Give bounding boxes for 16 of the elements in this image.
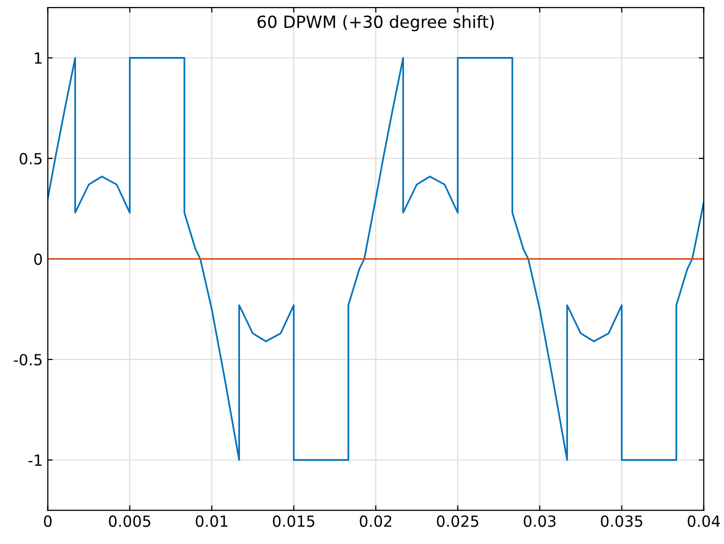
y-tick-label: -1 [28,454,42,466]
x-tick-label: 0.035 [600,515,642,527]
x-tick-label: 0.01 [196,515,228,527]
y-tick-label: 0.5 [20,152,42,164]
y-tick-label: 0 [34,253,42,265]
line-series [48,57,704,461]
x-tick-label: 0.015 [272,515,314,527]
y-tick-label: -0.5 [14,354,42,366]
x-tick-label: 0.02 [360,515,392,527]
x-tick-label: 0.005 [108,515,150,527]
y-tick-label: 1 [34,52,42,64]
x-tick-label: 0.03 [524,515,556,527]
x-tick-label: 0.025 [436,515,478,527]
chart-title: 60 DPWM (+30 degree shift) [258,15,494,32]
x-tick-label: 0.04 [688,515,720,527]
x-tick-label: 0 [44,515,52,527]
